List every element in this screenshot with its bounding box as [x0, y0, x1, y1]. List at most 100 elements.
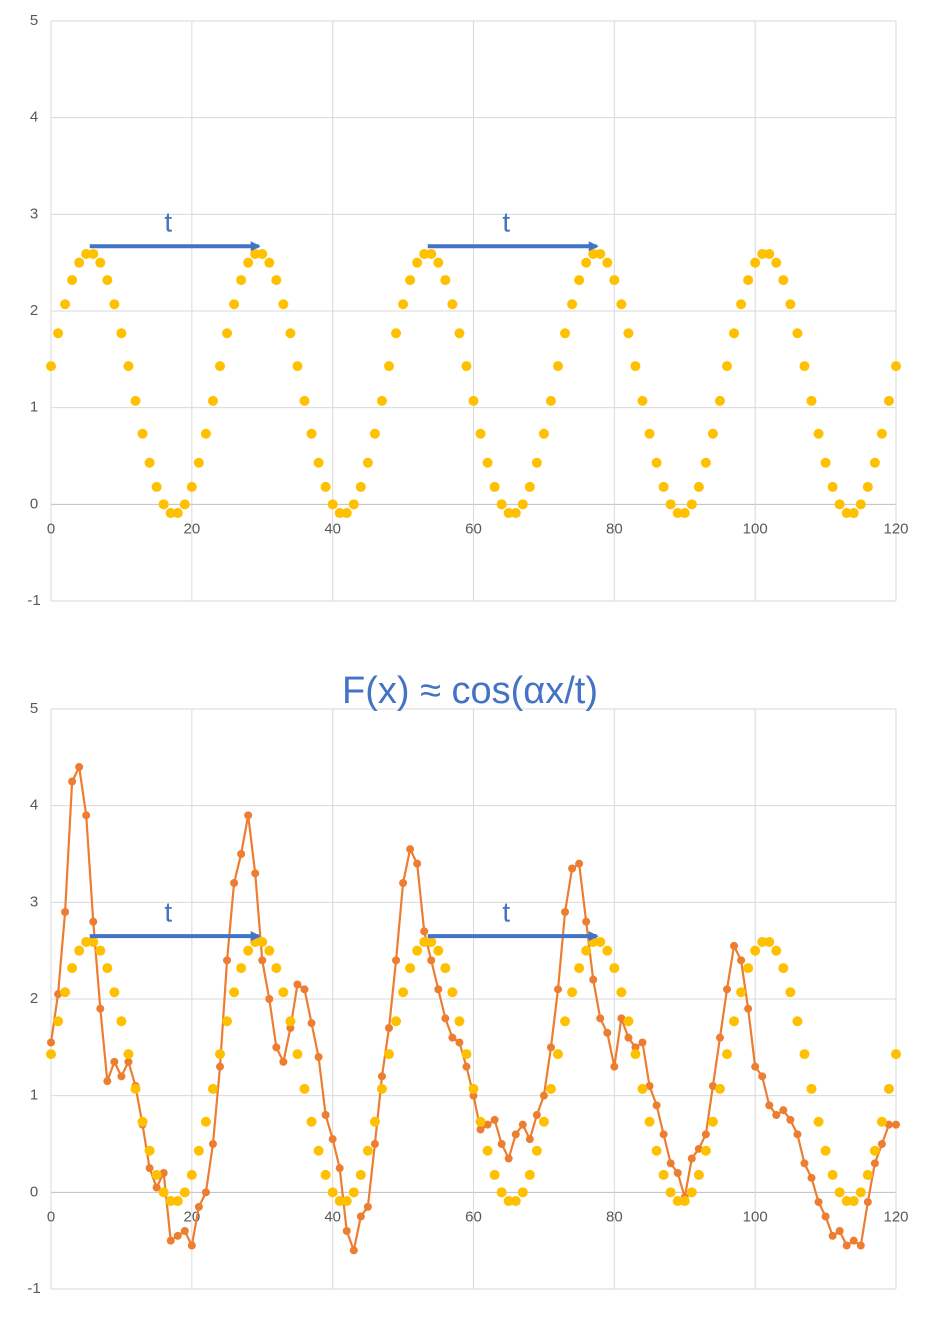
data-point: [475, 1116, 486, 1127]
x-tick-label: 0: [47, 520, 55, 537]
data-point: [722, 361, 732, 372]
data-point: [609, 275, 620, 286]
data-point: [74, 945, 85, 956]
data-point: [116, 328, 127, 339]
y-tick-label: 0: [30, 1183, 38, 1200]
data-point: [257, 936, 268, 947]
data-point: [222, 328, 233, 339]
data-point: [525, 1135, 534, 1144]
data-point: [81, 248, 92, 259]
data-point: [751, 1062, 760, 1071]
data-point: [244, 811, 253, 820]
data-point: [187, 1241, 196, 1250]
data-point: [545, 395, 556, 406]
data-point: [165, 508, 176, 519]
data-point: [335, 1164, 344, 1173]
annotation-label: t: [164, 897, 172, 928]
data-point: [264, 945, 275, 956]
data-point: [81, 936, 92, 947]
y-tick-label: 4: [30, 797, 38, 814]
data-point: [88, 936, 99, 947]
data-point: [398, 987, 409, 998]
data-point: [413, 859, 422, 868]
data-point: [779, 1106, 788, 1115]
data-point: [356, 1212, 365, 1221]
data-point: [46, 361, 56, 372]
data-point: [186, 481, 197, 492]
data-point: [193, 457, 204, 468]
data-point: [306, 1116, 317, 1127]
y-tick-label: 0: [30, 495, 38, 512]
data-point: [652, 1101, 661, 1110]
data-point: [869, 457, 880, 468]
data-point: [158, 1187, 169, 1198]
data-point: [651, 1145, 662, 1156]
data-point: [517, 1187, 528, 1198]
data-point: [891, 361, 901, 372]
data-point: [546, 1043, 555, 1052]
data-point: [468, 1083, 479, 1094]
data-point: [117, 1072, 126, 1081]
data-point: [686, 1187, 697, 1198]
data-point: [707, 428, 718, 439]
data-point: [341, 508, 352, 519]
data-point: [61, 908, 70, 916]
data-point: [876, 428, 887, 439]
data-point: [581, 257, 592, 268]
data-point: [877, 1140, 886, 1148]
data-point: [750, 257, 761, 268]
data-point: [54, 990, 63, 999]
data-point: [672, 508, 683, 519]
data-point: [813, 428, 824, 439]
data-point: [736, 987, 747, 998]
data-point: [334, 508, 345, 519]
data-point: [285, 1016, 296, 1027]
data-point: [67, 275, 78, 286]
data-point: [737, 956, 746, 965]
data-point: [582, 917, 591, 926]
data-point: [821, 1212, 830, 1221]
data-point: [327, 1187, 338, 1198]
data-point: [426, 936, 437, 947]
data-point: [102, 963, 113, 974]
y-tick-label: 5: [30, 12, 38, 29]
x-tick-label: 80: [606, 520, 623, 537]
data-point: [609, 963, 620, 974]
y-tick-label: 2: [30, 990, 38, 1007]
data-point: [271, 963, 282, 974]
data-point: [757, 936, 768, 947]
data-point: [376, 1083, 387, 1094]
data-point: [856, 1241, 865, 1250]
chart-title: F(x) ≈ cos(αx/t): [342, 670, 598, 712]
data-point: [130, 1083, 141, 1094]
data-point: [320, 1169, 331, 1180]
data-point: [757, 248, 768, 259]
data-point: [553, 361, 563, 372]
data-point: [679, 508, 690, 519]
data-point: [665, 499, 676, 510]
data-point: [623, 328, 634, 339]
data-point: [651, 457, 662, 468]
data-point: [258, 956, 267, 965]
data-point: [286, 1024, 295, 1032]
data-point: [461, 1049, 472, 1060]
data-point: [406, 845, 415, 854]
data-point: [307, 1019, 316, 1028]
data-point: [348, 499, 359, 510]
data-point: [215, 1049, 225, 1060]
data-point: [503, 1196, 514, 1207]
data-point: [165, 1196, 176, 1207]
data-point: [264, 257, 275, 268]
data-point: [730, 941, 739, 950]
data-point: [792, 328, 803, 339]
data-point: [299, 1083, 310, 1094]
data-point: [603, 1028, 612, 1037]
data-point: [207, 395, 218, 406]
data-point: [772, 1111, 781, 1119]
data-point: [841, 1196, 852, 1207]
y-tick-label: 3: [30, 893, 38, 910]
data-point: [672, 1196, 683, 1207]
data-point: [778, 963, 789, 974]
data-point: [785, 987, 796, 998]
data-point: [222, 1016, 233, 1027]
